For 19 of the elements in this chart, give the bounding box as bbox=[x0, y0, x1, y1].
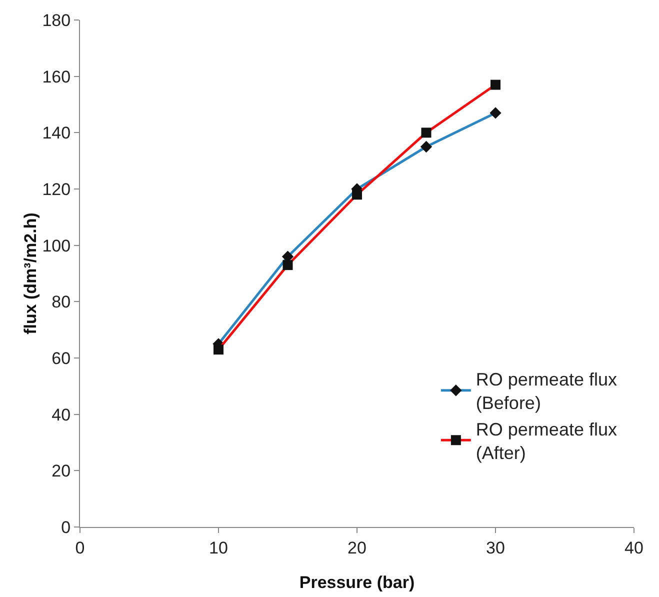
y-tick-label: 60 bbox=[52, 348, 71, 368]
y-tick-label: 160 bbox=[42, 67, 71, 86]
x-tick-label: 40 bbox=[624, 538, 644, 558]
y-tick-label: 120 bbox=[42, 180, 71, 199]
legend-label: RO permeate flux (After) bbox=[476, 419, 617, 463]
x-tick-label: 20 bbox=[348, 538, 366, 558]
x-axis-title: Pressure (bar) bbox=[299, 573, 415, 592]
y-tick-label: 100 bbox=[42, 236, 71, 256]
legend-label: RO permeate flux (Before) bbox=[476, 370, 617, 414]
x-tick-label: 10 bbox=[209, 538, 228, 558]
y-tick-label: 80 bbox=[52, 292, 71, 312]
y-tick-label: 140 bbox=[42, 124, 71, 143]
x-tick-label: 0 bbox=[75, 538, 85, 558]
y-tick-label: 0 bbox=[61, 518, 71, 537]
y-tick-label: 180 bbox=[42, 10, 71, 30]
x-tick-label: 30 bbox=[486, 538, 505, 558]
y-tick-label: 20 bbox=[52, 462, 71, 481]
y-axis-title: flux (dm³/m2.h) bbox=[21, 212, 40, 334]
y-tick-label: 40 bbox=[52, 405, 71, 424]
